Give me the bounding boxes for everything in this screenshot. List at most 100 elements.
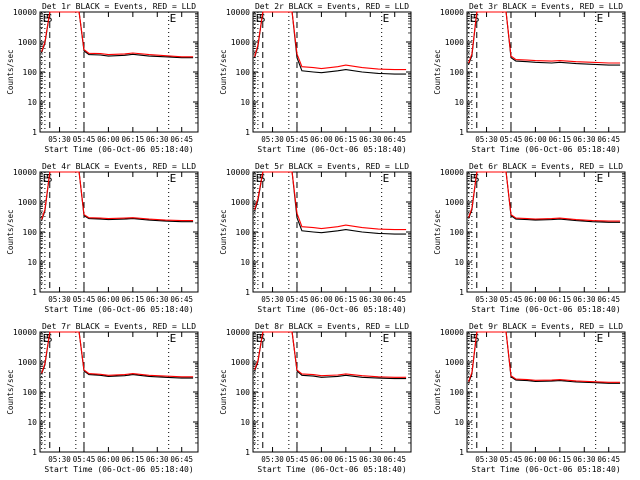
x-tick-label: 05:45: [73, 295, 96, 304]
y-tick-label: 100: [450, 228, 465, 237]
chart-panel-8: Det 8r BLACK = Events, RED = LLD 1 10 100 10…: [219, 322, 412, 474]
x-tick-label: 06:00: [97, 135, 120, 144]
x-tick-label: 06:45: [170, 295, 193, 304]
chart-panel-6: Det 6r BLACK = Events, RED = LLD 1 10 100 10…: [433, 162, 626, 314]
x-tick-label: 06:30: [146, 295, 169, 304]
series-line-lld: [254, 171, 407, 231]
y-tick-label: 1000: [18, 38, 37, 47]
y-tick-label: 1000: [231, 358, 250, 367]
series-line-lld: [41, 11, 194, 58]
marker-label: E: [470, 172, 477, 185]
x-tick-label: 05:30: [48, 135, 71, 144]
marker-label: E: [383, 172, 390, 185]
marker-label: E: [43, 12, 50, 25]
x-tick-label: 06:45: [383, 455, 406, 464]
y-tick-label: 1: [245, 288, 250, 297]
y-tick-label: 1: [459, 288, 464, 297]
y-axis-label: Counts/sec: [6, 209, 15, 254]
marker-label: E: [256, 172, 263, 185]
y-tick-label: 10000: [13, 328, 37, 337]
series-line-lld: [41, 331, 194, 378]
y-tick-label: 1000: [231, 198, 250, 207]
y-tick-label: 10: [240, 418, 250, 427]
y-tick-label: 10: [27, 258, 37, 267]
x-tick-label: 06:15: [122, 295, 145, 304]
y-tick-label: 10: [454, 98, 464, 107]
marker-label: E: [43, 172, 50, 185]
y-tick-label: 100: [236, 68, 251, 77]
x-tick-label: 05:30: [261, 295, 284, 304]
marker-label: E: [597, 172, 604, 185]
series-line-lld: [41, 171, 194, 222]
marker-label: E: [170, 172, 177, 185]
x-tick-label: 06:00: [524, 295, 547, 304]
series-line-lld: [468, 171, 621, 222]
x-tick-label: 05:30: [261, 135, 284, 144]
x-axis-label: Start Time (06-Oct-06 05:18:40): [44, 465, 193, 474]
y-axis-label: Counts/sec: [219, 49, 228, 94]
y-tick-label: 100: [450, 68, 465, 77]
series-line-lld: [468, 331, 621, 383]
x-tick-label: 06:15: [335, 455, 358, 464]
x-tick-label: 06:45: [383, 295, 406, 304]
x-tick-label: 06:30: [359, 295, 382, 304]
y-tick-label: 10000: [226, 328, 250, 337]
y-tick-label: 1000: [445, 198, 464, 207]
x-tick-label: 06:45: [597, 135, 620, 144]
y-tick-label: 1: [32, 288, 37, 297]
x-tick-label: 06:00: [97, 455, 120, 464]
x-tick-label: 06:15: [122, 455, 145, 464]
marker-label: E: [383, 12, 390, 25]
y-tick-label: 1000: [445, 38, 464, 47]
y-tick-label: 1: [459, 448, 464, 457]
y-tick-label: 10: [27, 418, 37, 427]
x-tick-label: 05:45: [286, 135, 309, 144]
y-axis-label: Counts/sec: [433, 369, 442, 414]
x-tick-label: 06:15: [549, 455, 572, 464]
x-tick-label: 06:00: [524, 455, 547, 464]
y-tick-label: 1: [245, 128, 250, 137]
x-axis-label: Start Time (06-Oct-06 05:18:40): [44, 305, 193, 314]
y-axis-label: Counts/sec: [6, 369, 15, 414]
x-tick-label: 05:45: [73, 135, 96, 144]
y-tick-label: 10000: [440, 168, 464, 177]
chart-title: Det 5r BLACK = Events, RED = LLD: [255, 162, 409, 171]
x-tick-label: 06:30: [359, 135, 382, 144]
y-tick-label: 100: [23, 228, 38, 237]
y-tick-label: 10: [240, 258, 250, 267]
marker-label: E: [170, 12, 177, 25]
x-tick-label: 06:45: [383, 135, 406, 144]
x-tick-label: 06:30: [146, 455, 169, 464]
y-tick-label: 1: [459, 128, 464, 137]
x-tick-label: 06:30: [573, 455, 596, 464]
x-tick-label: 06:15: [549, 295, 572, 304]
chart-panel-5: Det 5r BLACK = Events, RED = LLD 1 10 100 10…: [219, 162, 412, 314]
x-tick-label: 06:30: [573, 135, 596, 144]
chart-title: Det 4r BLACK = Events, RED = LLD: [42, 162, 196, 171]
x-tick-label: 06:45: [170, 455, 193, 464]
plot-frame: [252, 331, 412, 453]
x-tick-label: 06:30: [573, 295, 596, 304]
chart-panel-4: Det 4r BLACK = Events, RED = LLD 1 10 100 10…: [6, 162, 199, 314]
y-tick-label: 10: [27, 98, 37, 107]
x-tick-label: 05:45: [73, 455, 96, 464]
chart-title: Det 6r BLACK = Events, RED = LLD: [469, 162, 623, 171]
y-tick-label: 100: [236, 388, 251, 397]
x-tick-label: 05:45: [286, 455, 309, 464]
y-axis-label: Counts/sec: [219, 209, 228, 254]
marker-label: E: [256, 12, 263, 25]
x-tick-label: 05:45: [500, 135, 523, 144]
x-tick-label: 05:45: [500, 455, 523, 464]
x-tick-label: 06:30: [359, 455, 382, 464]
x-tick-label: 05:45: [500, 295, 523, 304]
y-tick-label: 10000: [13, 8, 37, 17]
x-tick-label: 05:30: [48, 455, 71, 464]
x-tick-label: 06:00: [524, 135, 547, 144]
x-tick-label: 06:30: [146, 135, 169, 144]
y-tick-label: 10000: [440, 328, 464, 337]
x-axis-label: Start Time (06-Oct-06 05:18:40): [44, 145, 193, 154]
y-tick-label: 10: [454, 418, 464, 427]
y-tick-label: 10000: [13, 168, 37, 177]
x-tick-label: 06:15: [335, 135, 358, 144]
y-tick-label: 1: [32, 128, 37, 137]
